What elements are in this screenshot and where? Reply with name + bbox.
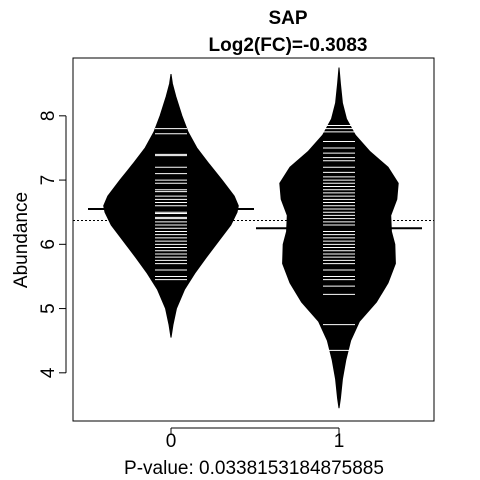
- y-axis: 4 5 6 7 8: [38, 111, 67, 378]
- y-tick-label-4: 4: [38, 367, 59, 378]
- group-mean-lines: [88, 207, 422, 230]
- plot-frame: [72, 57, 435, 422]
- chart-subtitle: Log2(FC)=-0.3083: [209, 35, 368, 56]
- x-axis-label: P-value: 0.0338153184875885: [124, 458, 384, 479]
- y-tick-label-6: 6: [38, 239, 59, 250]
- chart-title: SAP: [268, 8, 307, 29]
- y-tick-label-8: 8: [38, 111, 59, 122]
- y-tick-label-5: 5: [38, 303, 59, 314]
- x-tick-label-1: 1: [334, 431, 345, 452]
- y-tick-label-7: 7: [38, 175, 59, 186]
- x-tick-label-0: 0: [166, 431, 177, 452]
- y-axis-label: Abundance: [11, 192, 32, 288]
- observation-lines: [155, 124, 355, 351]
